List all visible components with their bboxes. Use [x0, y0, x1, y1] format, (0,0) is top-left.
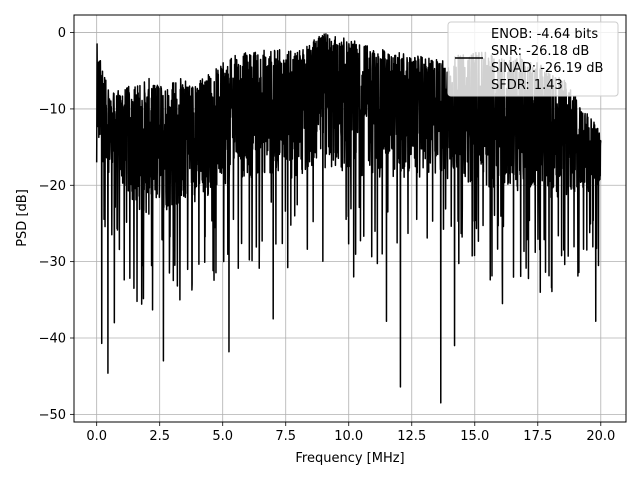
x-tick-label: 12.5: [397, 429, 426, 444]
y-axis-label: PSD [dB]: [15, 189, 30, 247]
x-tick-label: 7.5: [275, 429, 296, 444]
y-axis: 0 −10 −20 −30 −40 −50: [39, 26, 74, 423]
x-axis-label: Frequency [MHz]: [295, 451, 404, 466]
legend-box: [447, 21, 619, 97]
x-tick-label: 20.0: [586, 429, 615, 444]
x-axis: 0.0 2.5 5.0 7.5 10.0 12.5 15.0 17.5 20.0: [86, 422, 615, 444]
y-tick-label: −20: [39, 179, 66, 194]
y-tick-label: −50: [39, 408, 66, 423]
x-tick-label: 15.0: [460, 429, 489, 444]
legend-sinad: SINAD: -26.19 dB: [491, 61, 603, 76]
legend-snr: SNR: -26.18 dB: [491, 44, 589, 59]
y-tick-label: −10: [39, 102, 66, 117]
y-tick-label: −40: [39, 332, 66, 347]
x-tick-label: 10.0: [334, 429, 363, 444]
y-tick-label: 0: [58, 26, 66, 41]
x-tick-label: 5.0: [212, 429, 233, 444]
legend-enob: ENOB: -4.64 bits: [491, 27, 598, 42]
y-tick-label: −30: [39, 255, 66, 270]
x-tick-label: 0.0: [86, 429, 107, 444]
x-tick-label: 17.5: [523, 429, 552, 444]
legend: ENOB: -4.64 bits SNR: -26.18 dB SINAD: -…: [447, 21, 619, 97]
plot-frame: [73, 14, 627, 423]
legend-sfdr: SFDR: 1.43: [491, 78, 563, 93]
x-tick-label: 2.5: [149, 429, 170, 444]
